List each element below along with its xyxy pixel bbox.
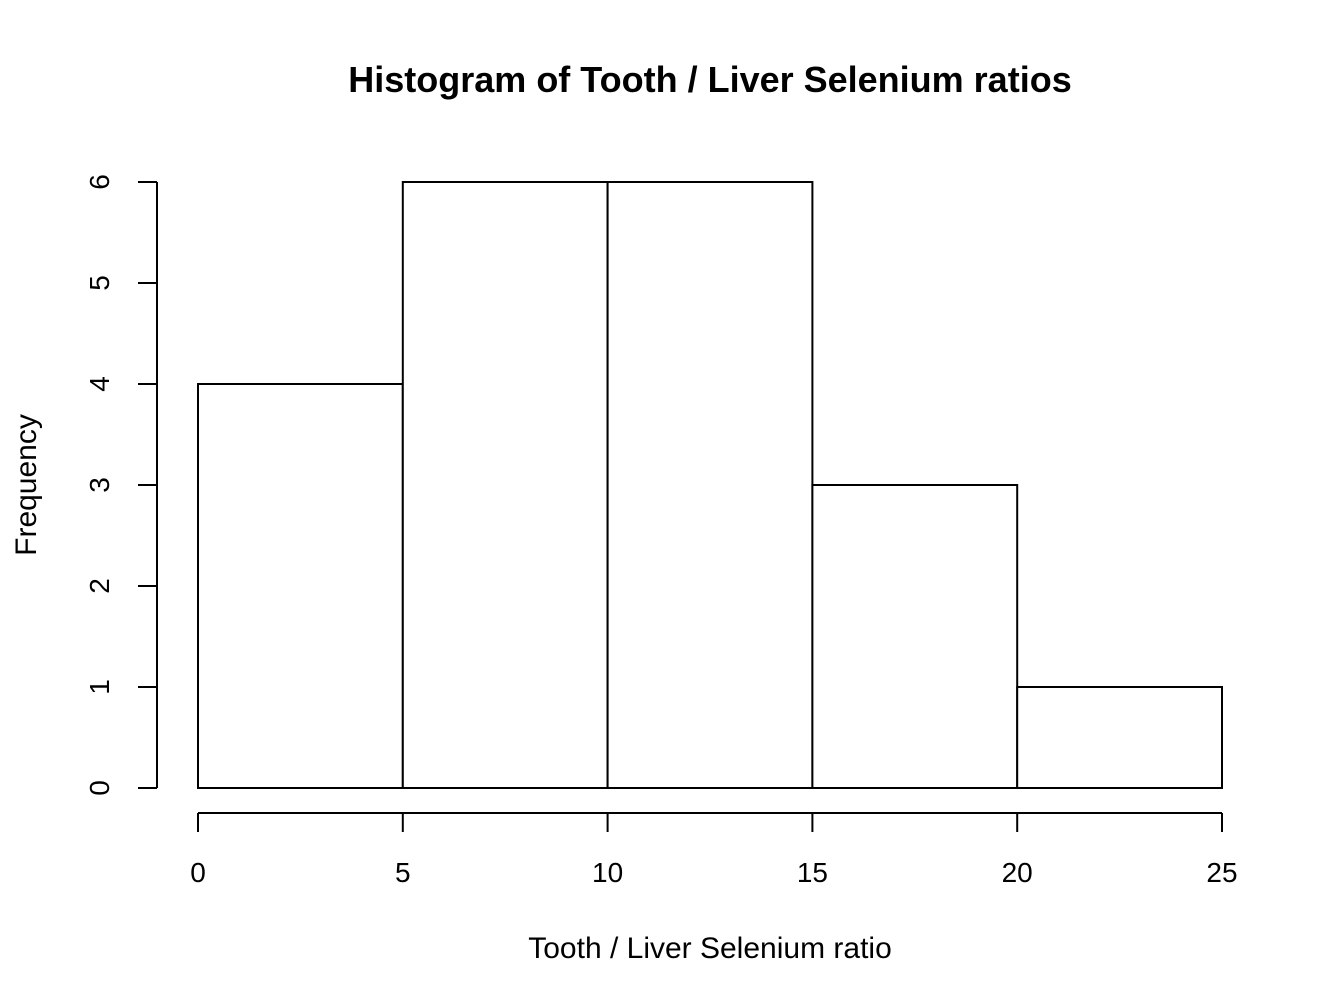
- histogram-bar-0-5: [197, 383, 404, 789]
- chart-title: Histogram of Tooth / Liver Selenium rati…: [348, 59, 1071, 100]
- x-tick-label: 5: [395, 857, 411, 888]
- x-tick-label: 0: [190, 857, 206, 888]
- y-tick-label: 2: [84, 578, 115, 594]
- y-tick-label: 4: [84, 376, 115, 392]
- y-tick-label: 0: [84, 780, 115, 796]
- histogram-bar-10-15: [606, 181, 814, 789]
- x-axis: 0 5 10 15 20 25: [190, 812, 1238, 888]
- x-axis-label: Tooth / Liver Selenium ratio: [528, 932, 892, 965]
- x-tick-label: 20: [1002, 857, 1033, 888]
- y-tick-label: 1: [84, 679, 115, 695]
- bars-group: [197, 181, 1224, 789]
- y-tick-label: 5: [84, 275, 115, 291]
- histogram-bar-20-25: [1016, 686, 1224, 789]
- x-tick-label: 15: [797, 857, 828, 888]
- y-tick-label: 3: [84, 477, 115, 493]
- y-tick-label: 6: [84, 174, 115, 190]
- x-tick-label: 25: [1206, 857, 1237, 888]
- y-axis-label: Frequency: [10, 414, 43, 556]
- y-axis: 0 1 2 3 4 5 6: [84, 174, 158, 796]
- histogram-bar-5-10: [401, 181, 609, 789]
- x-tick-label: 10: [592, 857, 623, 888]
- histogram-bar-15-20: [811, 484, 1019, 789]
